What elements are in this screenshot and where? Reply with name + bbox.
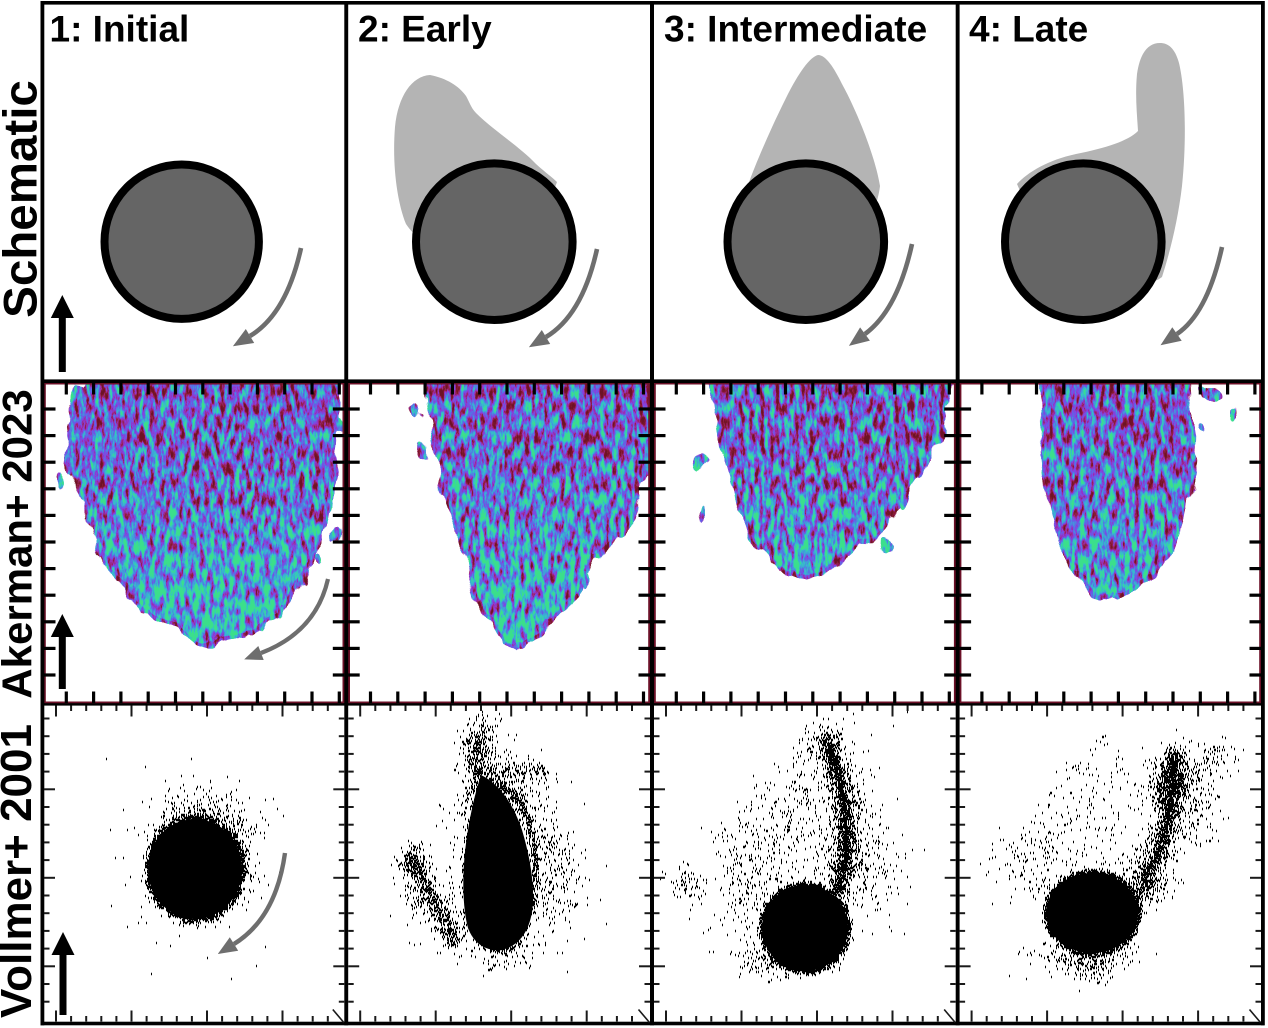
svg-text:4: Late: 4: Late [969, 9, 1088, 50]
svg-text:3: Intermediate: 3: Intermediate [664, 9, 927, 50]
svg-text:Schematic: Schematic [0, 80, 48, 318]
svg-text:2: Early: 2: Early [358, 9, 492, 50]
svg-text:Vollmer+ 2001: Vollmer+ 2001 [0, 724, 41, 1018]
svg-text:1: Initial: 1: Initial [50, 9, 190, 50]
svg-text:Akerman+ 2023: Akerman+ 2023 [0, 389, 41, 698]
